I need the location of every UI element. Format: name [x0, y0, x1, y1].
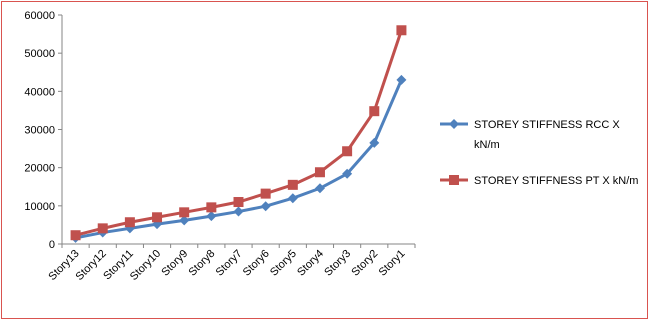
- y-tick-label: 40000: [24, 86, 55, 98]
- y-tick-label: 60000: [24, 10, 55, 22]
- data-point: [369, 137, 380, 148]
- data-point: [124, 217, 135, 228]
- data-point: [369, 106, 380, 117]
- data-point: [314, 167, 325, 178]
- legend-marker: [449, 119, 459, 129]
- data-point: [287, 179, 298, 190]
- data-point: [260, 201, 271, 212]
- y-tick-label: 10000: [24, 201, 55, 213]
- x-tick-label: Story12: [74, 248, 109, 283]
- y-tick-label: 30000: [24, 125, 55, 137]
- data-point: [342, 146, 353, 157]
- data-point: [206, 202, 217, 213]
- legend-item-1: STOREY STIFFNESS RCC X kN/m: [440, 119, 620, 151]
- data-point: [179, 215, 190, 226]
- x-tick-label: Story8: [186, 248, 217, 279]
- data-point: [396, 25, 407, 36]
- data-point: [70, 230, 81, 241]
- series-1: [70, 74, 407, 243]
- x-tick-label: Story1: [377, 248, 408, 279]
- x-tick-label: Story10: [128, 248, 163, 283]
- x-tick-label: Story5: [268, 248, 299, 279]
- y-tick-label: 0: [49, 239, 55, 251]
- data-point: [97, 223, 108, 234]
- legend-item-2: STOREY STIFFNESS PT X kN/m: [440, 175, 638, 187]
- series-2: [70, 25, 407, 241]
- legend-label: kN/m: [474, 139, 500, 151]
- legend-marker: [449, 175, 459, 185]
- x-tick-label: Story4: [295, 248, 326, 279]
- data-point: [396, 74, 407, 85]
- data-point: [206, 211, 217, 222]
- x-tick-label: Story7: [214, 248, 245, 279]
- data-point: [233, 206, 244, 217]
- x-tick-label: Story6: [241, 248, 272, 279]
- data-point: [260, 188, 271, 199]
- x-axis-ticks: Story13Story12Story11Story10Story9Story8…: [46, 244, 416, 283]
- data-point: [179, 207, 190, 218]
- y-axis-ticks: 0 10000 20000 30000 40000 50000 60000: [24, 10, 62, 251]
- data-point: [314, 183, 325, 194]
- x-tick-label: Story2: [349, 248, 380, 279]
- y-tick-label: 50000: [24, 48, 55, 60]
- data-point: [287, 193, 298, 204]
- y-tick-label: 20000: [24, 163, 55, 175]
- data-point: [233, 197, 244, 208]
- legend-label: STOREY STIFFNESS PT X kN/m: [474, 175, 638, 187]
- series-group: [70, 25, 407, 243]
- x-tick-label: Story9: [159, 248, 190, 279]
- legend-label: STOREY STIFFNESS RCC X: [474, 119, 620, 131]
- data-point: [342, 168, 353, 179]
- data-point: [152, 212, 163, 223]
- x-tick-label: Story3: [322, 248, 353, 279]
